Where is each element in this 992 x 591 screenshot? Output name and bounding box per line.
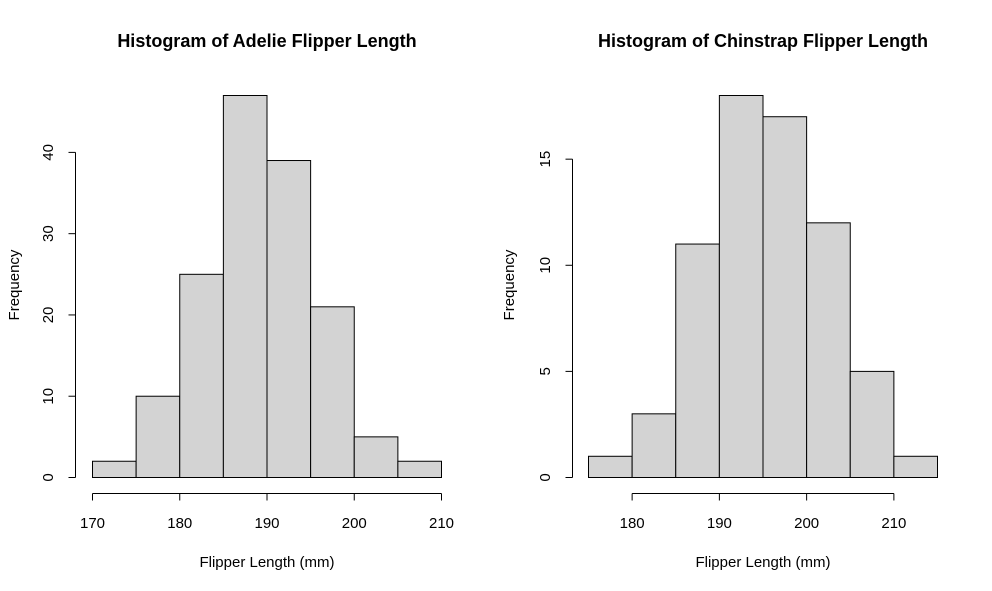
x-axis: 170 180 190 200 210 (80, 493, 454, 532)
x-tick-label: 200 (794, 515, 819, 532)
y-tick-label: 5 (537, 367, 554, 375)
chart-adelie: Histogram of Adelie Flipper Length Flipp… (6, 31, 454, 571)
histogram-bar (675, 243, 720, 478)
x-tick-label: 180 (167, 515, 192, 532)
x-axis-label: Flipper Length (mm) (695, 554, 830, 571)
bars (588, 95, 938, 479)
histogram-bar (135, 395, 181, 479)
histogram-bar (849, 370, 895, 478)
x-tick-label: 190 (254, 515, 279, 532)
y-axis-label: Frequency (501, 249, 518, 320)
histogram-bar (353, 436, 399, 478)
y-tick-label: 0 (537, 473, 554, 481)
y-axis: 0 10 20 30 40 (40, 144, 76, 482)
histogram-bar (92, 460, 137, 479)
chart-chinstrap: Histogram of Chinstrap Flipper Length Fl… (501, 31, 938, 571)
histogram-bar (310, 306, 355, 478)
y-tick-label: 15 (537, 151, 554, 168)
bars (92, 95, 442, 479)
histogram-bar (762, 116, 808, 478)
y-axis-label: Frequency (6, 249, 23, 320)
histogram-bar (266, 160, 312, 478)
y-tick-label: 20 (40, 307, 57, 324)
histogram-bar (397, 460, 442, 479)
histogram-bar (806, 222, 851, 478)
x-tick-label: 200 (342, 515, 367, 532)
y-tick-label: 10 (40, 388, 57, 405)
y-tick-label: 10 (537, 257, 554, 274)
y-axis: 0 5 10 15 (537, 151, 573, 482)
chart-title: Histogram of Chinstrap Flipper Length (598, 31, 928, 51)
x-axis: 180 190 200 210 (620, 493, 906, 532)
y-tick-label: 40 (40, 144, 57, 161)
x-tick-label: 210 (429, 515, 454, 532)
x-tick-label: 180 (620, 515, 645, 532)
x-tick-label: 210 (881, 515, 906, 532)
x-tick-label: 170 (80, 515, 105, 532)
histogram-bar (893, 455, 938, 478)
x-tick-label: 190 (707, 515, 732, 532)
y-tick-label: 0 (40, 473, 57, 481)
histogram-bar (588, 455, 633, 478)
histogram-bar (179, 273, 224, 478)
histogram-bar (631, 413, 677, 479)
y-tick-label: 30 (40, 225, 57, 242)
histogram-bar (718, 95, 764, 478)
histogram-bar (222, 95, 268, 478)
x-axis-label: Flipper Length (mm) (199, 554, 334, 571)
chart-title: Histogram of Adelie Flipper Length (117, 31, 416, 51)
